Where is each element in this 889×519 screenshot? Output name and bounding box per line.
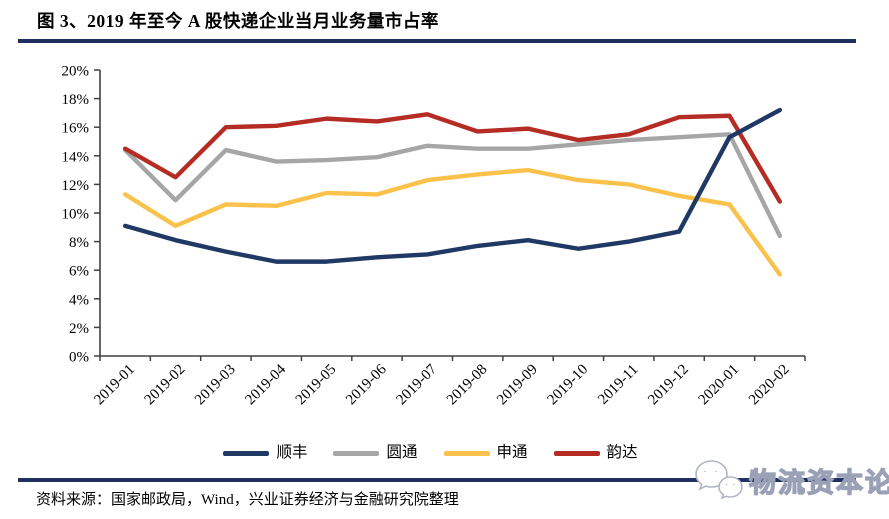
svg-text:6%: 6% bbox=[69, 264, 89, 280]
svg-text:10%: 10% bbox=[62, 207, 90, 223]
legend-label: 顺丰 bbox=[276, 444, 308, 461]
line-swatch-yellow bbox=[443, 450, 490, 456]
legend-label: 韵达 bbox=[606, 444, 638, 461]
legend-item-shentong: 申通 bbox=[443, 443, 528, 463]
svg-text:2019-06: 2019-06 bbox=[343, 361, 390, 408]
svg-text:2019-04: 2019-04 bbox=[242, 361, 289, 408]
line-swatch-blue bbox=[223, 450, 270, 456]
svg-text:20%: 20% bbox=[62, 64, 90, 80]
svg-text:2019-07: 2019-07 bbox=[393, 361, 440, 408]
svg-text:2019-01: 2019-01 bbox=[91, 362, 138, 409]
source-note: 资料来源：国家邮政局，Wind，兴业证券经济与金融研究院整理 bbox=[36, 492, 459, 508]
legend-item-yuantong: 圆通 bbox=[333, 443, 418, 463]
legend-item-shunfeng: 顺丰 bbox=[223, 443, 307, 463]
watermark: 物流资本论 bbox=[692, 456, 889, 504]
svg-text:4%: 4% bbox=[69, 292, 89, 308]
svg-text:14%: 14% bbox=[62, 149, 90, 165]
svg-text:2020-02: 2020-02 bbox=[746, 362, 793, 409]
svg-text:16%: 16% bbox=[62, 121, 90, 137]
svg-text:2020-01: 2020-01 bbox=[696, 362, 743, 409]
svg-text:0%: 0% bbox=[69, 350, 89, 366]
svg-text:2019-08: 2019-08 bbox=[444, 362, 491, 409]
legend-label: 圆通 bbox=[386, 444, 418, 461]
figure-title: 图 3、2019 年至今 A 股快递企业当月业务量市占率 bbox=[37, 11, 439, 31]
chart-legend: 顺丰 圆通 申通 韵达 bbox=[0, 443, 875, 463]
svg-text:2019-11: 2019-11 bbox=[595, 362, 641, 408]
wechat-bubbles-icon bbox=[695, 460, 743, 500]
watermark-text: 物流资本论 bbox=[748, 467, 889, 498]
svg-text:8%: 8% bbox=[69, 235, 89, 251]
svg-text:2019-02: 2019-02 bbox=[142, 362, 189, 409]
title-underline bbox=[18, 39, 856, 43]
line-swatch-gray bbox=[333, 450, 380, 456]
svg-text:2019-12: 2019-12 bbox=[645, 362, 692, 409]
svg-text:2019-10: 2019-10 bbox=[545, 362, 592, 409]
legend-label: 申通 bbox=[496, 444, 528, 461]
svg-text:12%: 12% bbox=[62, 178, 90, 194]
chart-svg: 0%2%4%6%8%10%12%14%16%18%20%2019-01 2019-… bbox=[62, 64, 806, 409]
svg-text:2%: 2% bbox=[69, 321, 89, 337]
svg-text:2019-03: 2019-03 bbox=[192, 362, 239, 409]
bottom-divider bbox=[18, 478, 856, 482]
line-swatch-red bbox=[553, 450, 600, 456]
svg-text:2019-09: 2019-09 bbox=[494, 362, 541, 409]
svg-text:18%: 18% bbox=[62, 92, 90, 108]
legend-item-yunda: 韵达 bbox=[553, 443, 638, 463]
svg-text:2019-05: 2019-05 bbox=[293, 362, 340, 409]
